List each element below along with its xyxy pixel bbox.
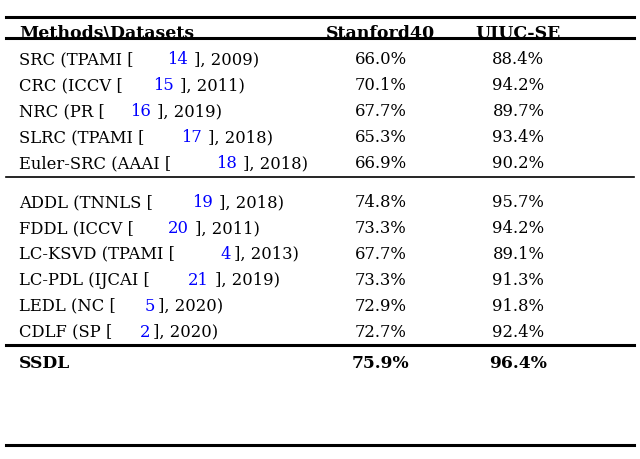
Text: 70.1%: 70.1% bbox=[355, 77, 407, 94]
Text: 65.3%: 65.3% bbox=[355, 129, 407, 146]
Text: 90.2%: 90.2% bbox=[492, 155, 545, 172]
Text: 95.7%: 95.7% bbox=[492, 194, 545, 211]
Text: 66.9%: 66.9% bbox=[355, 155, 407, 172]
Text: 89.1%: 89.1% bbox=[492, 245, 545, 262]
Text: ], 2018): ], 2018) bbox=[219, 194, 284, 211]
Text: 19: 19 bbox=[192, 194, 213, 211]
Text: LC-PDL (IJCAI [: LC-PDL (IJCAI [ bbox=[19, 271, 150, 288]
Text: ], 2019): ], 2019) bbox=[157, 103, 222, 120]
Text: 73.3%: 73.3% bbox=[355, 271, 406, 288]
Text: Stanford40: Stanford40 bbox=[326, 25, 435, 42]
Text: 93.4%: 93.4% bbox=[492, 129, 545, 146]
Text: CDLF (SP [: CDLF (SP [ bbox=[19, 323, 113, 340]
Text: FDDL (ICCV [: FDDL (ICCV [ bbox=[19, 219, 134, 236]
Text: 72.9%: 72.9% bbox=[355, 297, 407, 314]
Text: 21: 21 bbox=[188, 271, 209, 288]
Text: Methods\Datasets: Methods\Datasets bbox=[19, 25, 195, 42]
Text: 72.7%: 72.7% bbox=[355, 323, 407, 340]
Text: 2: 2 bbox=[140, 323, 150, 340]
Text: ], 2019): ], 2019) bbox=[215, 271, 280, 288]
Text: SLRC (TPAMI [: SLRC (TPAMI [ bbox=[19, 129, 145, 146]
Text: ], 2018): ], 2018) bbox=[208, 129, 273, 146]
Text: Euler-SRC (AAAI [: Euler-SRC (AAAI [ bbox=[19, 155, 172, 172]
Text: 91.8%: 91.8% bbox=[492, 297, 545, 314]
Text: ], 2009): ], 2009) bbox=[194, 51, 259, 68]
Text: 4: 4 bbox=[221, 245, 231, 262]
Text: 67.7%: 67.7% bbox=[355, 245, 407, 262]
Text: SRC (TPAMI [: SRC (TPAMI [ bbox=[19, 51, 134, 68]
Text: ], 2013): ], 2013) bbox=[234, 245, 299, 262]
Text: 91.3%: 91.3% bbox=[492, 271, 545, 288]
Text: 94.2%: 94.2% bbox=[492, 219, 545, 236]
Text: ], 2018): ], 2018) bbox=[243, 155, 308, 172]
Text: 74.8%: 74.8% bbox=[355, 194, 407, 211]
Text: LEDL (NC [: LEDL (NC [ bbox=[19, 297, 116, 314]
Text: UIUC-SE: UIUC-SE bbox=[476, 25, 561, 42]
Text: NRC (PR [: NRC (PR [ bbox=[19, 103, 105, 120]
Text: 14: 14 bbox=[167, 51, 188, 68]
Text: ADDL (TNNLS [: ADDL (TNNLS [ bbox=[19, 194, 153, 211]
Text: ], 2020): ], 2020) bbox=[153, 323, 218, 340]
Text: ], 2020): ], 2020) bbox=[157, 297, 223, 314]
Text: 5: 5 bbox=[144, 297, 155, 314]
Text: 73.3%: 73.3% bbox=[355, 219, 406, 236]
Text: 88.4%: 88.4% bbox=[492, 51, 545, 68]
Text: 96.4%: 96.4% bbox=[490, 354, 547, 371]
Text: 18: 18 bbox=[216, 155, 237, 172]
Text: 94.2%: 94.2% bbox=[492, 77, 545, 94]
Text: SSDL: SSDL bbox=[19, 354, 70, 371]
Text: CRC (ICCV [: CRC (ICCV [ bbox=[19, 77, 123, 94]
Text: ], 2011): ], 2011) bbox=[180, 77, 245, 94]
Text: 16: 16 bbox=[130, 103, 151, 120]
Text: 89.7%: 89.7% bbox=[492, 103, 545, 120]
Text: 15: 15 bbox=[153, 77, 174, 94]
Text: 20: 20 bbox=[168, 219, 189, 236]
Text: LC-KSVD (TPAMI [: LC-KSVD (TPAMI [ bbox=[19, 245, 175, 262]
Text: 17: 17 bbox=[181, 129, 202, 146]
Text: 67.7%: 67.7% bbox=[355, 103, 407, 120]
Text: 66.0%: 66.0% bbox=[355, 51, 407, 68]
Text: 92.4%: 92.4% bbox=[492, 323, 545, 340]
Text: 75.9%: 75.9% bbox=[352, 354, 410, 371]
Text: ], 2011): ], 2011) bbox=[195, 219, 260, 236]
